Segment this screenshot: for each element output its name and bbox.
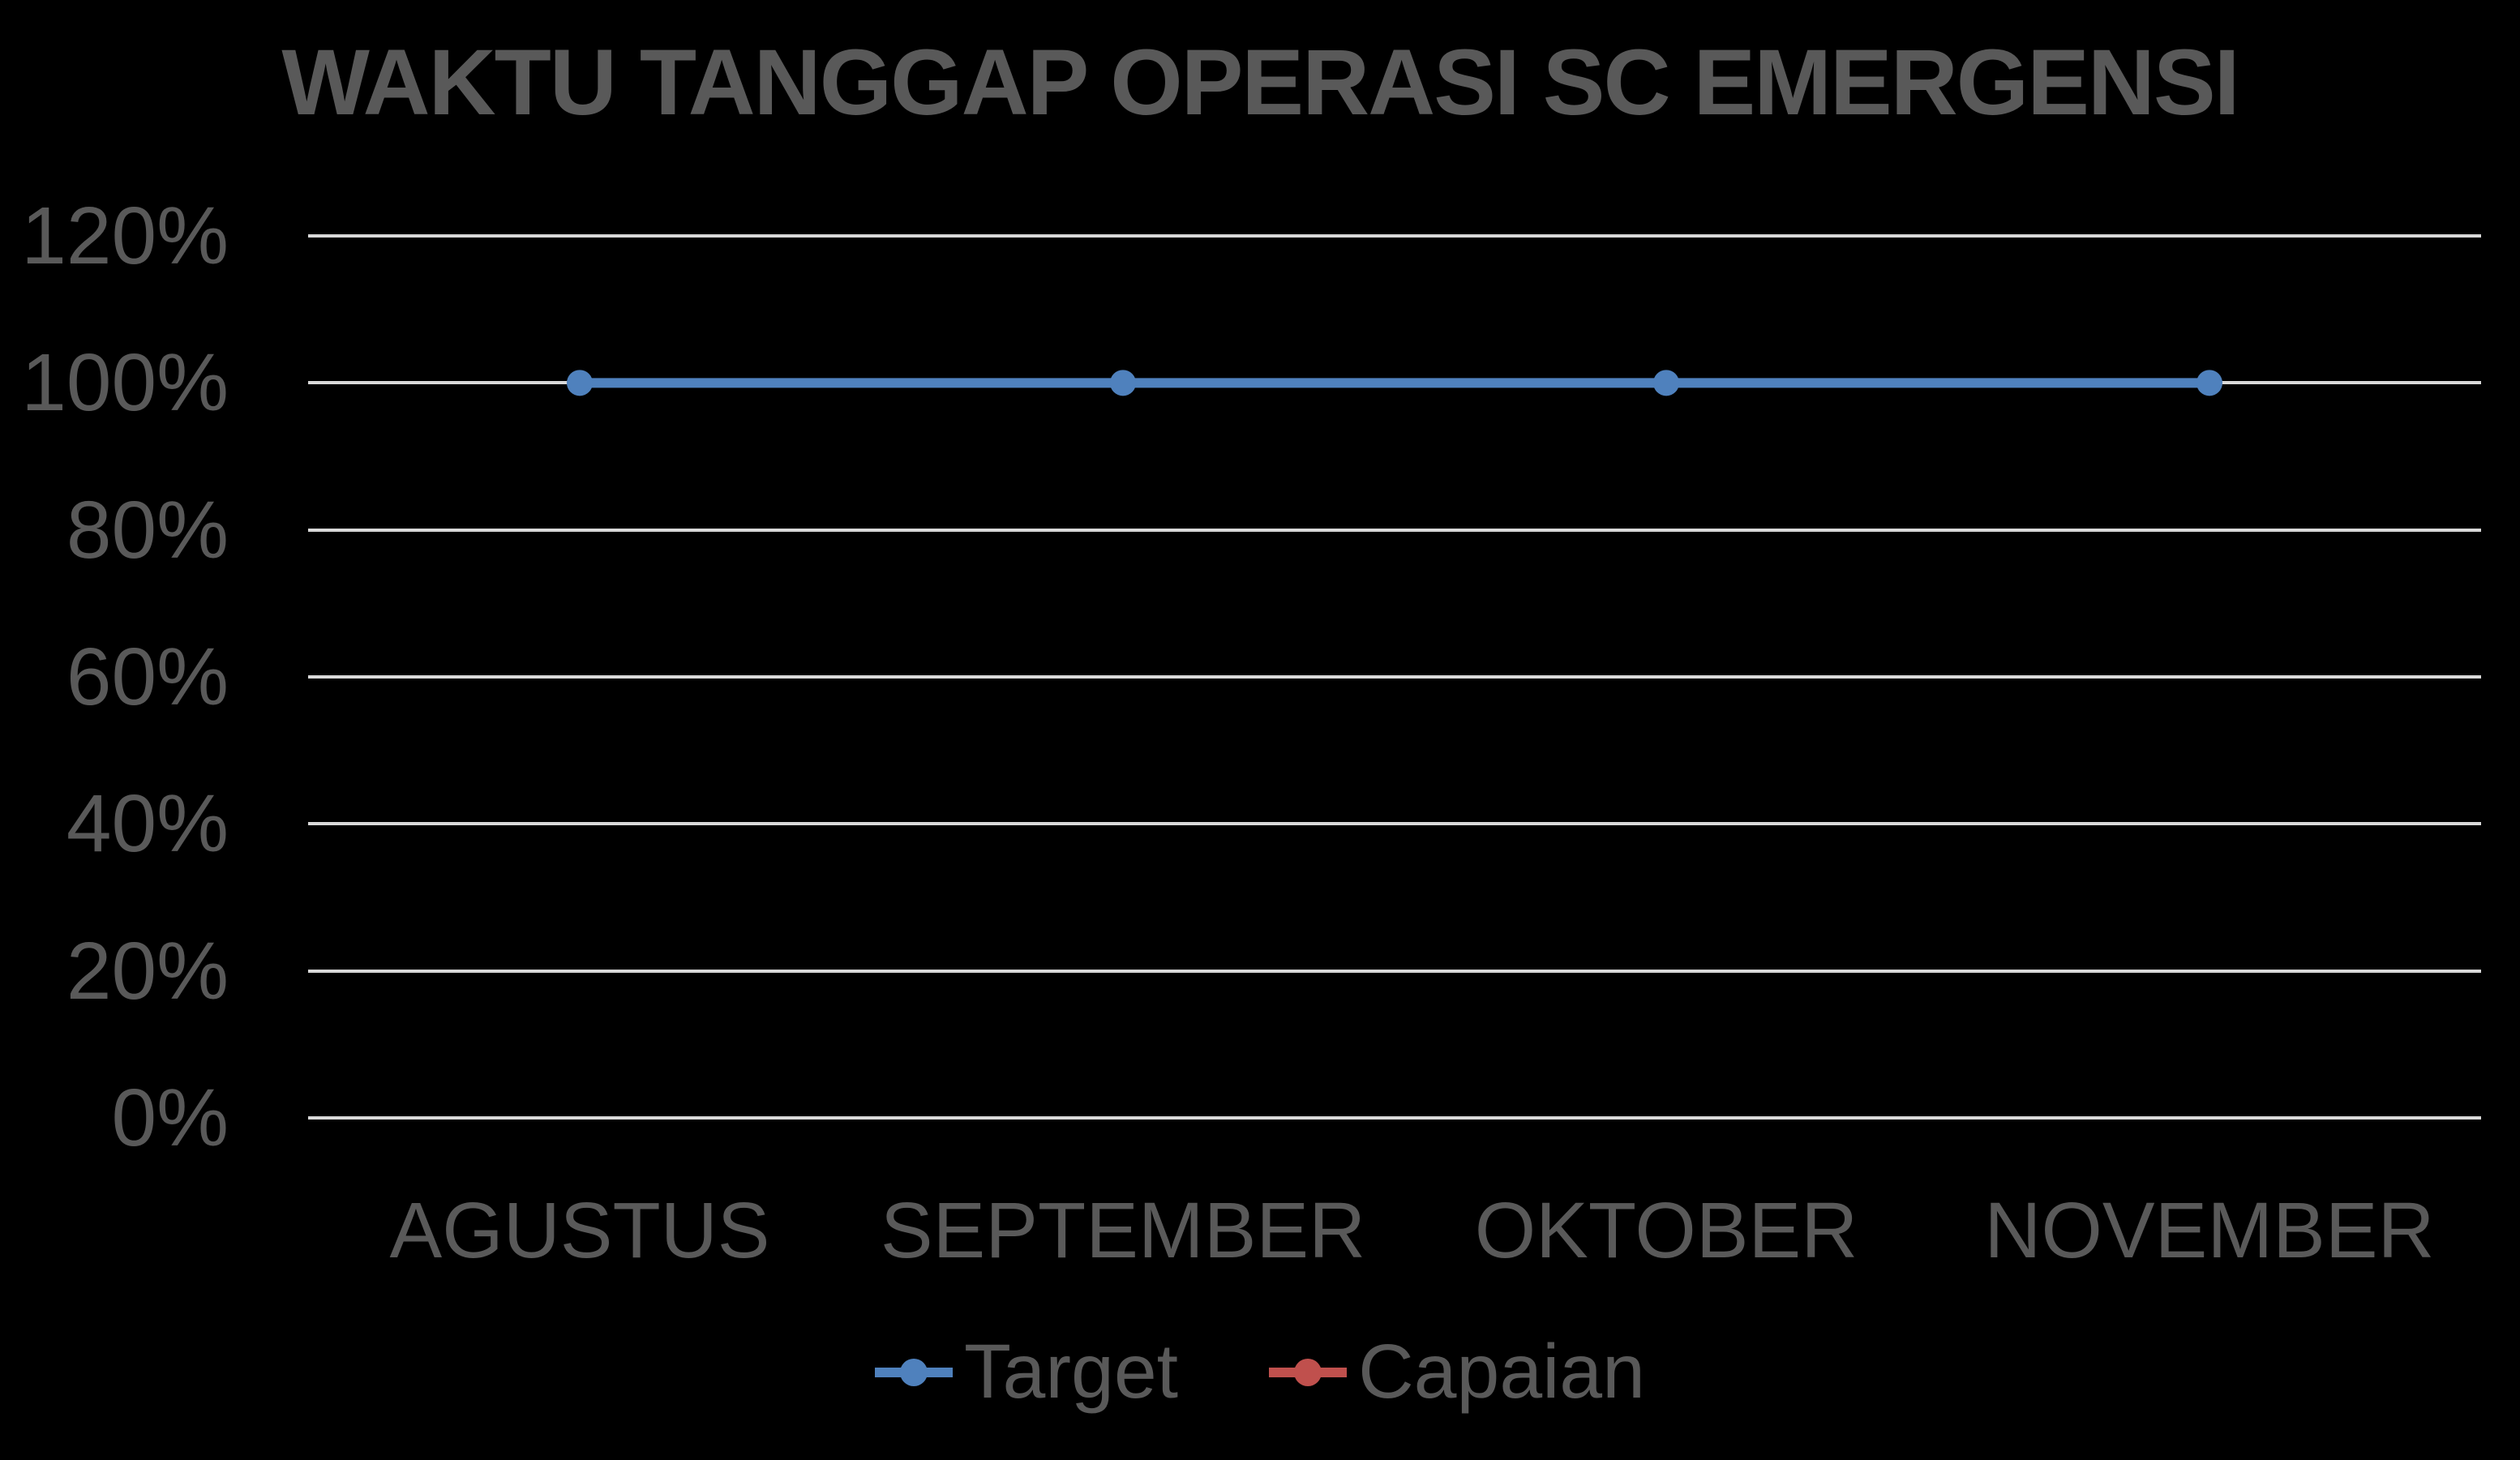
legend-dot-icon: [900, 1358, 928, 1386]
legend-dot-icon: [1294, 1358, 1322, 1386]
x-axis-label-agustus: AGUSTUS: [389, 1186, 770, 1274]
gridline-120%: [308, 234, 2481, 238]
series-marker-target: [1110, 370, 1136, 396]
series-marker-target: [2196, 370, 2222, 396]
gridline-80%: [308, 528, 2481, 532]
y-axis-label: 0%: [111, 1073, 229, 1163]
y-axis-label: 60%: [66, 632, 229, 722]
legend-item-target: Target: [875, 1328, 1178, 1416]
series-marker-target: [567, 370, 593, 396]
x-axis-label-oktober: OKTOBER: [1474, 1186, 1858, 1274]
legend-label: Capaian: [1358, 1329, 1645, 1415]
plot-area: [308, 234, 2481, 1120]
x-axis-label-november: NOVEMBER: [1984, 1186, 2435, 1274]
x-axis-label-september: SEPTEMBER: [880, 1186, 1366, 1274]
chart-title: WAKTU TANGGAP OPERASI SC EMERGENSI: [281, 31, 2239, 135]
legend-line-marker-icon: [875, 1358, 954, 1386]
gridline-0%: [308, 1116, 2481, 1120]
series-layer: [567, 370, 2222, 396]
y-axis-label: 80%: [66, 484, 229, 576]
legend-label: Target: [964, 1329, 1179, 1415]
y-axis-label: 40%: [66, 778, 229, 870]
gridline-20%: [308, 969, 2481, 973]
legend-item-capaian: Capaian: [1269, 1328, 1645, 1416]
legend-line-marker-icon: [1269, 1358, 1348, 1386]
series-marker-target: [1653, 370, 1679, 396]
gridline-60%: [308, 675, 2481, 679]
y-axis-label: 100%: [21, 337, 229, 429]
y-axis-label: 20%: [66, 925, 229, 1017]
y-axis-label: 120%: [21, 191, 229, 281]
gridline-40%: [308, 822, 2481, 826]
legend: Target Capaian: [0, 1328, 2520, 1416]
